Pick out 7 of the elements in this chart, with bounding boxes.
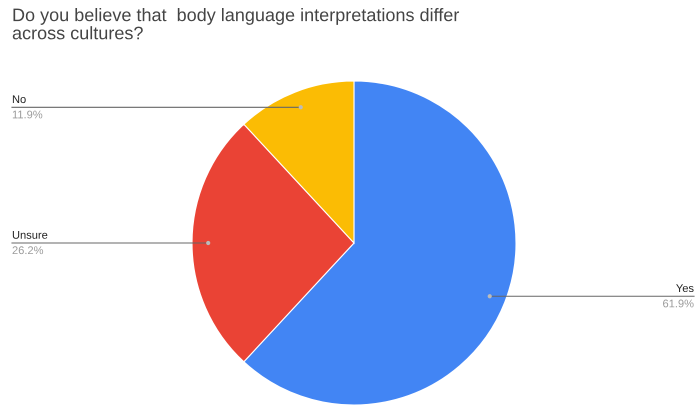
chart-title: Do you believe that body language interpretations differ across cultures? xyxy=(12,8,460,40)
slice-label: Yes xyxy=(676,284,694,292)
slice-label: No xyxy=(12,95,26,104)
data-label: 61.9% xyxy=(663,300,694,308)
data-label: 26.2% xyxy=(12,246,44,254)
slice-label: Unsure xyxy=(12,231,48,239)
data-label: 11.9% xyxy=(12,110,42,118)
